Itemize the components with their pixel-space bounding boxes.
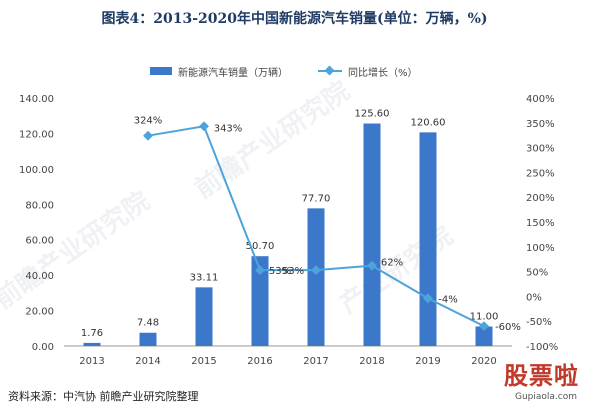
growth-point [423, 293, 433, 304]
y-left-tick-label: 80.00 [25, 200, 54, 211]
bar-sales [251, 256, 269, 346]
growth-point [199, 121, 209, 132]
legend-label-sales: 新能源汽车销量（万辆） [178, 67, 288, 79]
growth-data-label: 324% [134, 116, 163, 127]
x-tick-label: 2014 [135, 356, 160, 367]
growth-data-label: 53% [282, 266, 304, 277]
bar-data-label: 11.00 [470, 312, 499, 323]
growth-data-label: 62% [381, 258, 403, 269]
growth-data-label: 343% [214, 123, 243, 134]
watermark-url: Gupiaola.com [514, 392, 577, 402]
growth-data-label: 53% [269, 266, 291, 277]
y-left-tick-label: 0.00 [32, 342, 54, 353]
legend-bar-swatch [150, 67, 172, 75]
y-left-tick-label: 20.00 [25, 307, 54, 318]
x-tick-label: 2019 [415, 356, 440, 367]
y-right-tick-label: 150% [526, 218, 555, 229]
bar-sales [419, 132, 437, 346]
bar-data-label: 77.70 [302, 193, 331, 204]
y-right-tick-label: -50% [526, 317, 552, 328]
legend-item-sales: 新能源汽车销量（万辆） [150, 64, 288, 79]
legend: 新能源汽车销量（万辆） 同比增长（%） [150, 64, 448, 79]
y-right-tick-label: 250% [526, 168, 555, 179]
bar-data-label: 1.76 [81, 328, 103, 339]
y-right-tick-label: 350% [526, 119, 555, 130]
bar-sales [83, 342, 101, 346]
y-right-tick-label: 300% [526, 144, 555, 155]
growth-data-label: -4% [438, 294, 457, 305]
x-tick-label: 2016 [247, 356, 272, 367]
growth-data-label: -60% [495, 322, 521, 333]
growth-point [479, 321, 489, 332]
y-left-tick-label: 140.00 [19, 94, 54, 105]
bar-sales [307, 208, 325, 346]
bar-data-label: 125.60 [355, 109, 390, 120]
x-tick-label: 2020 [471, 356, 496, 367]
bar-sales [475, 326, 493, 346]
y-right-tick-label: 100% [526, 243, 555, 254]
bar-data-label: 50.70 [246, 241, 275, 252]
source-note: 资料来源：中汽协 前瞻产业研究院整理 [8, 390, 199, 403]
y-left-tick-label: 120.00 [19, 129, 54, 140]
bar-sales [195, 287, 213, 346]
bar-sales [139, 332, 157, 346]
legend-item-growth: 同比增长（%） [318, 64, 418, 79]
y-right-tick-label: 50% [526, 268, 548, 279]
x-tick-label: 2017 [303, 356, 328, 367]
chart-title: 图表4：2013-2020年中国新能源汽车销量(单位：万辆，%) [101, 11, 488, 27]
growth-point [255, 265, 265, 276]
legend-label-growth: 同比增长（%） [348, 67, 418, 79]
y-right-tick-label: 400% [526, 94, 555, 105]
x-tick-label: 2015 [191, 356, 216, 367]
x-tick-label: 2018 [359, 356, 384, 367]
y-left-tick-label: 40.00 [25, 271, 54, 282]
growth-point [311, 265, 321, 276]
legend-line-swatch [318, 65, 342, 76]
watermark-logo: 股票啦 [504, 362, 579, 390]
growth-point [143, 130, 153, 141]
y-left-tick-label: 100.00 [19, 165, 54, 176]
x-tick-label: 2013 [79, 356, 104, 367]
y-left-tick-label: 60.00 [25, 236, 54, 247]
y-right-tick-label: -100% [526, 342, 558, 353]
bar-data-label: 7.48 [137, 318, 159, 329]
bar-data-label: 33.11 [190, 272, 219, 283]
growth-point [367, 260, 377, 271]
bar-sales [363, 123, 381, 346]
bar-data-label: 120.60 [411, 117, 446, 128]
y-right-tick-label: 0% [526, 292, 542, 303]
y-right-tick-label: 200% [526, 193, 555, 204]
